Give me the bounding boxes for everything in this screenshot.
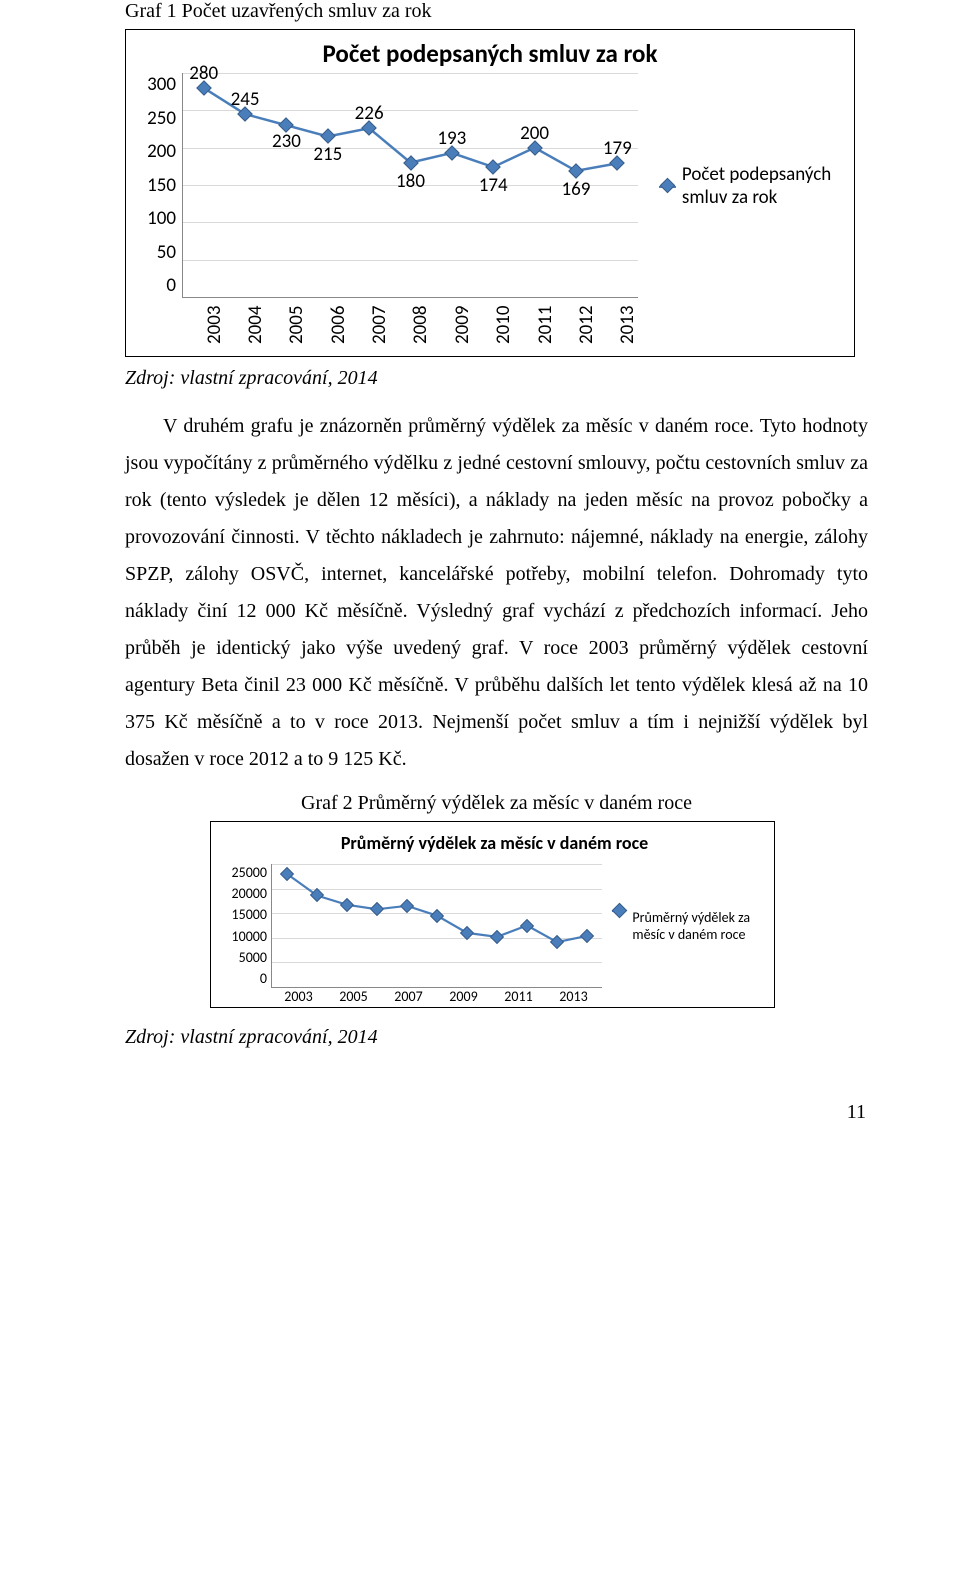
legend-line-icon (659, 185, 676, 187)
y-tick-label: 0 (136, 274, 176, 297)
figure2-plot-area (271, 864, 602, 988)
diamond-marker-icon (660, 178, 676, 194)
figure2-legend-label: Průměrný výdělek za měsíc v daném roce (632, 909, 762, 943)
figure1-caption: Graf 1 Počet uzavřených smluv za rok (125, 0, 868, 23)
x-tick-label: 2006 (327, 305, 350, 344)
y-tick-label: 300 (136, 73, 176, 96)
x-tick-label: 2007 (368, 305, 391, 344)
x-tick-label: 2011 (491, 988, 546, 1005)
y-tick-label: 0 (219, 970, 267, 987)
data-label: 193 (437, 127, 466, 150)
x-tick-label: 2010 (492, 305, 515, 344)
data-label: 179 (603, 137, 632, 160)
data-label: 200 (520, 122, 549, 145)
data-label: 280 (189, 62, 218, 85)
x-tick-label: 2012 (575, 305, 598, 344)
x-tick-label: 2011 (534, 305, 557, 344)
figure1-title: Počet podepsaných smluv za rok (136, 38, 844, 69)
y-tick-label: 15000 (219, 906, 267, 923)
data-label: 174 (479, 174, 508, 197)
figure2-legend: Průměrný výdělek za měsíc v daném roce (612, 909, 762, 943)
x-tick-label: 2005 (285, 305, 308, 344)
figure2-caption: Graf 2 Průměrný výdělek za měsíc v daném… (125, 792, 868, 815)
y-tick-label: 250 (136, 107, 176, 130)
figure2-title: Průměrný výdělek za měsíc v daném roce (219, 832, 770, 854)
x-tick-label: 2005 (326, 988, 381, 1005)
x-tick-label: 2008 (409, 305, 432, 344)
y-tick-label: 25000 (219, 864, 267, 881)
data-label: 180 (396, 170, 425, 193)
data-label: 230 (272, 130, 301, 153)
page-number: 11 (0, 1067, 960, 1124)
x-tick-label: 2009 (436, 988, 491, 1005)
figure1-plot-area: 280245230215226180193174200169179 (182, 73, 638, 298)
figure2-source: Zdroj: vlastní zpracování, 2014 (125, 1026, 868, 1049)
x-tick-label: 2009 (451, 305, 474, 344)
y-tick-label: 100 (136, 207, 176, 230)
figure1-source: Zdroj: vlastní zpracování, 2014 (125, 367, 868, 390)
x-tick-label: 2004 (244, 305, 267, 344)
figure2-chart: Průměrný výdělek za měsíc v daném roce 2… (210, 821, 775, 1008)
figure1-legend: Počet podepsaných smluv za rok (659, 163, 844, 209)
y-tick-label: 200 (136, 140, 176, 163)
x-tick-label: 2007 (381, 988, 436, 1005)
x-tick-label: 2013 (546, 988, 601, 1005)
y-tick-label: 5000 (219, 949, 267, 966)
y-tick-label: 20000 (219, 885, 267, 902)
x-tick-label: 2003 (271, 988, 326, 1005)
y-tick-label: 150 (136, 174, 176, 197)
x-tick-label: 2013 (616, 305, 639, 344)
legend-line-icon (612, 909, 626, 911)
figure2-x-axis: 200320052007200920112013 (271, 988, 601, 1005)
body-paragraph: V druhém grafu je znázorněn průměrný výd… (125, 408, 868, 778)
figure1-y-axis: 300 250 200 150 100 50 0 (136, 73, 182, 297)
figure1-legend-label: Počet podepsaných smluv za rok (682, 163, 844, 209)
x-tick-label: 2003 (203, 305, 226, 344)
y-tick-label: 10000 (219, 928, 267, 945)
data-label: 245 (231, 88, 260, 111)
data-label: 226 (355, 102, 384, 125)
figure1-chart: Počet podepsaných smluv za rok 300 250 200… (125, 29, 855, 357)
y-tick-label: 50 (136, 241, 176, 264)
data-label: 215 (313, 143, 342, 166)
figure2-y-axis: 25000 20000 15000 10000 5000 0 (219, 864, 271, 987)
figure1-x-axis: 2003 2004 2005 2006 2007 2008 2009 2010 2011 2012… (182, 298, 637, 350)
data-label: 169 (562, 178, 591, 201)
diamond-marker-icon (611, 902, 627, 918)
